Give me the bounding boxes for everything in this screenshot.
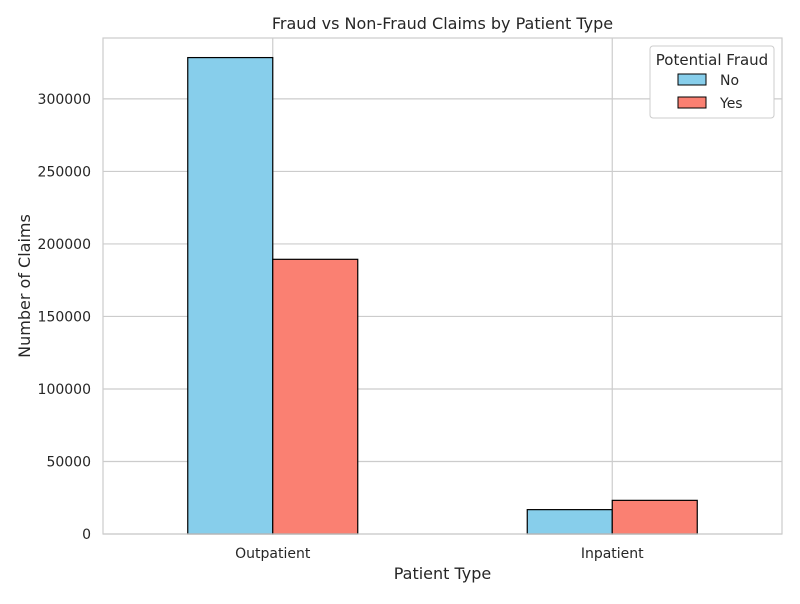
legend-swatch-yes <box>677 96 707 109</box>
y-tick-label: 250000 <box>38 164 91 180</box>
y-tick-label: 100000 <box>38 382 91 398</box>
legend: Potential Fraud No Yes <box>649 45 775 119</box>
plot-frame <box>102 37 783 535</box>
x-tick-label-outpatient: Outpatient <box>235 546 311 562</box>
bar-inpatient-yes <box>611 499 698 535</box>
x-axis-label: Patient Type <box>394 564 492 583</box>
legend-swatch-no <box>677 73 707 86</box>
x-tick-labels: Outpatient Inpatient <box>235 546 644 562</box>
legend-title: Potential Fraud <box>656 51 768 69</box>
legend-label-no: No <box>720 73 739 89</box>
y-tick-label: 300000 <box>38 92 91 108</box>
y-tick-label: 200000 <box>38 237 91 253</box>
x-tick-label-inpatient: Inpatient <box>581 546 644 562</box>
y-tick-labels: 0 50000 100000 150000 200000 250000 300000 <box>38 92 91 543</box>
bar-outpatient-no <box>187 56 274 535</box>
bar-outpatient-yes <box>272 258 359 535</box>
y-axis-label: Number of Claims <box>15 214 34 358</box>
y-tick-label: 150000 <box>38 309 91 325</box>
y-tick-label: 50000 <box>46 454 91 470</box>
bar-layer <box>187 56 698 535</box>
legend-label-yes: Yes <box>719 96 743 112</box>
y-tick-label: 0 <box>82 527 91 543</box>
chart-title: Fraud vs Non-Fraud Claims by Patient Typ… <box>272 14 613 33</box>
bar-inpatient-no <box>526 509 613 535</box>
